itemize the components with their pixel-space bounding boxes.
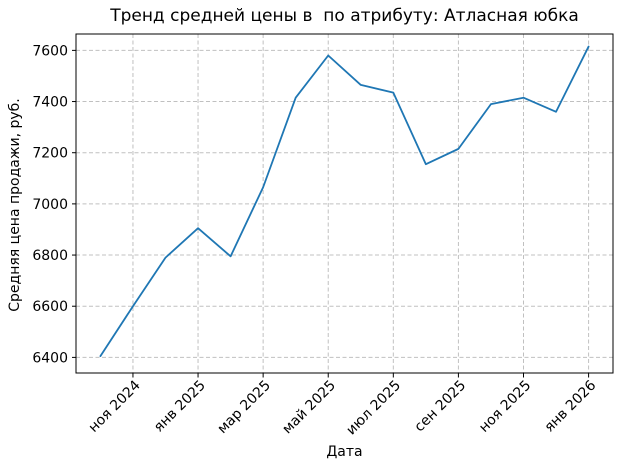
x-tick-label: июл 2025 <box>343 378 404 439</box>
x-tick-label: сен 2025 <box>412 378 470 436</box>
x-axis-label: Дата <box>326 444 363 460</box>
plot-border <box>75 33 614 374</box>
y-tick-label: 7000 <box>32 197 68 213</box>
chart-title: Тренд средней цены в по атрибуту: Атласн… <box>110 6 579 26</box>
x-tick-label: мар 2025 <box>214 378 273 437</box>
x-tick-label: май 2025 <box>279 378 339 438</box>
y-tick-label: 6600 <box>32 299 68 315</box>
price-trend-line <box>99 45 590 358</box>
y-tick-label: 6400 <box>32 350 68 366</box>
x-tick-label: янв 2025 <box>151 378 209 436</box>
x-tick-label: ноя 2024 <box>86 377 144 435</box>
x-tick-label: янв 2026 <box>542 377 600 435</box>
y-tick-label: 7400 <box>32 95 68 111</box>
y-axis-label: Средняя цена продажи, руб. <box>7 98 23 312</box>
y-tick-label: 6800 <box>32 248 68 264</box>
x-tick-label: ноя 2025 <box>476 378 534 436</box>
y-tick-label: 7600 <box>32 43 68 59</box>
y-tick-label: 7200 <box>32 146 68 162</box>
